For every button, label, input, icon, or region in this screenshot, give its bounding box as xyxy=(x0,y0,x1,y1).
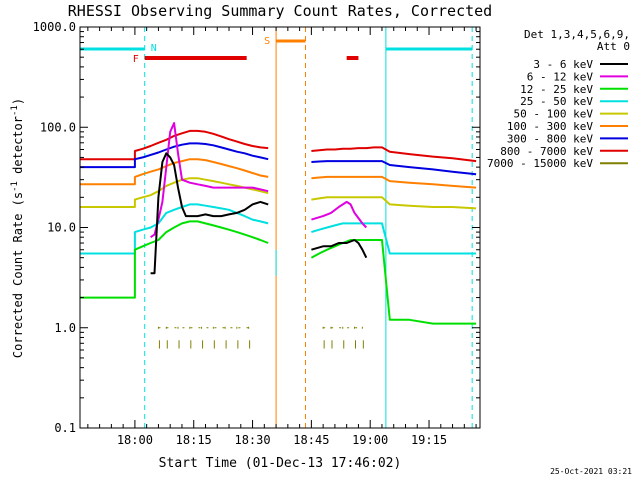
legend-label: 800 - 7000 keV xyxy=(500,145,593,158)
x-tick-label: 18:15 xyxy=(176,433,212,447)
series-line-6-12kev xyxy=(311,200,368,229)
y-tick-label: 100.0 xyxy=(40,120,76,134)
y-tick-label: 0.1 xyxy=(54,421,76,435)
x-tick-label: 18:30 xyxy=(234,433,270,447)
series-line-12-25kev xyxy=(80,220,269,299)
series-line-800-7000kev xyxy=(80,129,269,161)
axes: 1000.0 100.0 10.0 1.0 0.1 18:00 18:15 18:30 18:4… xyxy=(33,20,481,447)
y-tick-label: 1000.0 xyxy=(33,20,76,34)
series-line-6-12kev xyxy=(150,122,269,239)
legend-label: 100 - 300 keV xyxy=(507,120,593,133)
series-line-100-300kev xyxy=(311,175,477,189)
legend-header-line-1: Det 1,3,4,5,6,9, xyxy=(524,28,630,41)
y-tick-label: 1.0 xyxy=(54,321,76,335)
series-line-800-7000kev xyxy=(311,146,477,163)
x-tick-label: 18:00 xyxy=(117,433,153,447)
series-line-12-25kev xyxy=(310,239,477,325)
flare-flag-label: F xyxy=(133,54,139,65)
legend-label: 50 - 100 keV xyxy=(514,108,594,121)
legend-label: 6 - 12 keV xyxy=(527,70,594,83)
y-axis-label: Corrected Count Rate (s-1 detector-1) xyxy=(10,98,25,358)
series-line-25-50kev xyxy=(311,222,477,255)
night-flag-label: N xyxy=(151,43,157,54)
series-line-3-6kev xyxy=(311,239,368,259)
legend-label: 12 - 25 keV xyxy=(520,83,593,96)
series-line-50-100kev xyxy=(311,196,477,210)
series-line-300-800kev xyxy=(311,160,477,176)
legend-label: 3 - 6 keV xyxy=(533,58,593,71)
x-tick-label: 19:00 xyxy=(352,433,388,447)
x-tick-label: 18:45 xyxy=(293,433,329,447)
y-tick-label: 10.0 xyxy=(47,221,76,235)
plot-frame xyxy=(79,26,481,429)
legend-label: 25 - 50 keV xyxy=(520,95,593,108)
chart-title: RHESSI Observing Summary Count Rates, Co… xyxy=(68,2,492,20)
series-line-300-800kev xyxy=(80,142,269,169)
legend-label: 7000 - 15000 keV xyxy=(487,157,593,170)
legend-label: 300 - 800 keV xyxy=(507,132,593,145)
saa-flag-label: S xyxy=(264,36,270,47)
legend-header-line-2: Att 0 xyxy=(597,40,630,53)
plot-area: N F S xyxy=(79,27,477,428)
series-line-3-6kev xyxy=(150,152,269,275)
timestamp: 25-Oct-2021 03:21 xyxy=(550,467,632,476)
series-line-100-300kev xyxy=(80,158,269,186)
series-line-25-50kev xyxy=(80,203,269,255)
x-axis-label: Start Time (01-Dec-13 17:46:02) xyxy=(159,456,402,471)
x-tick-label: 19:15 xyxy=(411,433,447,447)
series-line-50-100kev xyxy=(80,177,269,208)
